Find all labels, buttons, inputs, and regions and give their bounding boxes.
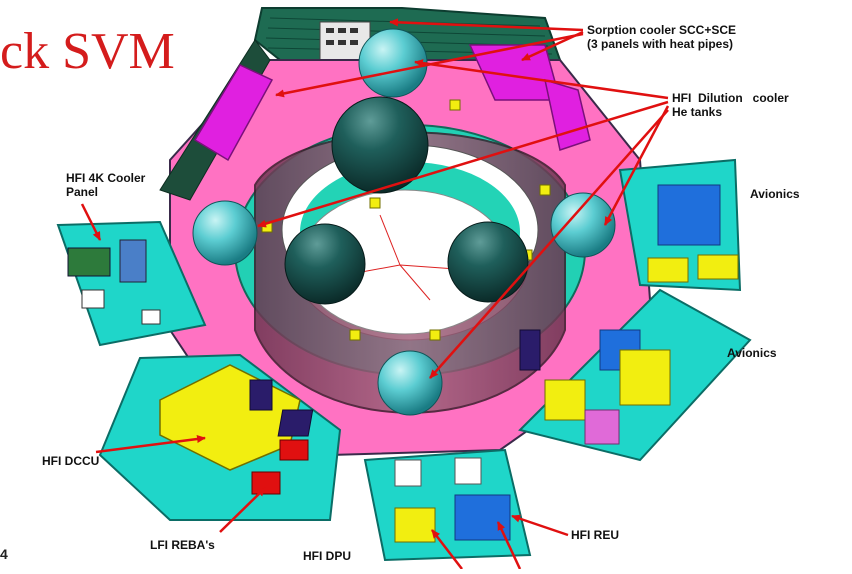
cylinder-panels: [249, 329, 541, 437]
avionics-panel-top: [618, 158, 742, 292]
label-hfi-dpu: HFI DPU: [303, 549, 351, 563]
arrow-hfi-dccu: [95, 435, 206, 454]
page-number: 4: [0, 546, 8, 562]
label-sorption-cooler: Sorption cooler SCC+SCE (3 panels with h…: [587, 23, 737, 51]
magenta-units: [193, 44, 591, 162]
label-lfi-reba: LFI REBA's: [150, 538, 215, 552]
arrow-sorption-1: [389, 18, 584, 32]
hfi-4k-cooler-panel: [56, 220, 207, 347]
arrow-hfi-dpu-1: [431, 529, 463, 570]
label-hfi-dccu: HFI DCCU: [42, 454, 100, 468]
hfi-reu-panel: [363, 448, 532, 562]
label-4k-cooler-panel: HFI 4K Cooler Panel: [66, 171, 146, 199]
arrow-hfi-reu: [511, 514, 569, 537]
arrow-dilution-4: [429, 109, 669, 379]
avionics-panel-right: [518, 288, 752, 462]
arrow-dilution-1: [414, 59, 669, 100]
he-tanks: [192, 28, 616, 416]
arrow-lfi-reba: [219, 487, 266, 533]
page-title: ck SVM: [0, 23, 175, 80]
callout-arrows: [80, 18, 670, 570]
label-dilution-cooler: HFI Dilution cooler He tanks: [672, 91, 789, 119]
label-avionics-right: Avionics: [727, 346, 777, 360]
label-avionics-top: Avionics: [750, 187, 800, 201]
arrow-dilution-2: [257, 100, 669, 228]
label-hfi-reu: HFI REU: [571, 528, 619, 542]
arrow-4k-panel: [80, 203, 102, 241]
arrow-hfi-dpu-2: [496, 521, 522, 570]
arrow-dilution-3: [603, 105, 670, 226]
